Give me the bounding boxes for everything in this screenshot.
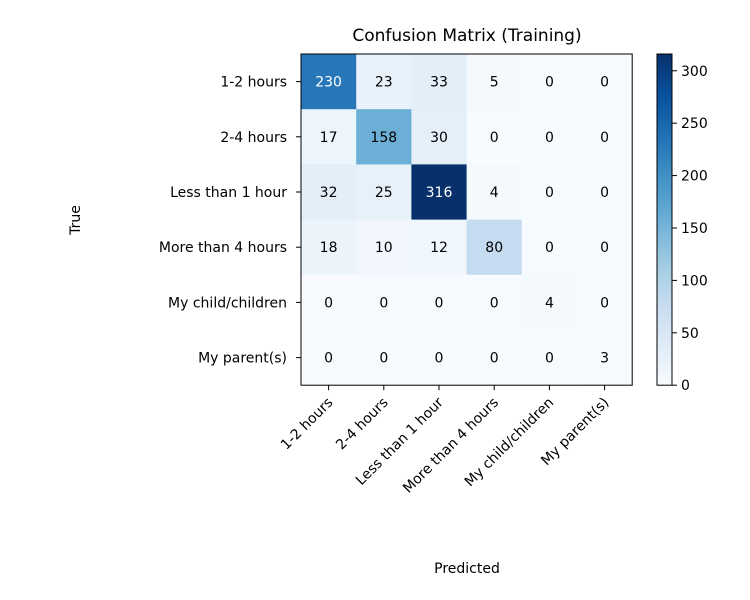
cell-value-label: 0 xyxy=(324,295,333,311)
heatmap-cell xyxy=(577,164,633,221)
heatmap-cell xyxy=(521,54,578,110)
heatmap-cell xyxy=(577,274,633,331)
cell-value-label: 18 xyxy=(320,240,338,256)
cell-value-label: 0 xyxy=(545,130,554,146)
cell-value-label: 0 xyxy=(379,295,388,311)
cell-value-label: 4 xyxy=(490,185,499,201)
y-tick-label: 2-4 hours xyxy=(220,130,287,146)
y-tick-label: Less than 1 hour xyxy=(170,185,287,201)
heatmap-cell xyxy=(356,164,412,221)
cell-value-label: 0 xyxy=(600,185,609,201)
cell-value-label: 80 xyxy=(485,240,503,256)
cell-value-label: 0 xyxy=(490,351,499,367)
heatmap-cell xyxy=(466,330,523,386)
cell-value-label: 0 xyxy=(435,295,444,311)
cell-value-label: 5 xyxy=(490,75,499,91)
heatmap-cell xyxy=(521,164,578,221)
cell-value-label: 25 xyxy=(375,185,393,201)
cell-value-label: 32 xyxy=(320,185,338,201)
heatmap-cell xyxy=(411,164,468,221)
cell-value-label: 0 xyxy=(545,185,554,201)
heatmap-cell xyxy=(577,219,633,276)
cell-value-label: 0 xyxy=(600,240,609,256)
chart-title: Confusion Matrix (Training) xyxy=(352,26,581,46)
heatmap-cell xyxy=(301,54,357,110)
cell-value-label: 158 xyxy=(370,130,397,146)
y-tick-label: My child/children xyxy=(168,295,287,311)
cell-value-label: 0 xyxy=(600,130,609,146)
cell-value-label: 10 xyxy=(375,240,393,256)
cell-value-label: 0 xyxy=(490,130,499,146)
heatmap-cell xyxy=(521,219,578,276)
heatmap-cell xyxy=(521,274,578,331)
x-axis-label: Predicted xyxy=(434,561,500,577)
heatmap-cell xyxy=(411,54,468,110)
heatmap-cell xyxy=(356,109,412,165)
colorbar-tick-label: 200 xyxy=(681,169,708,185)
cell-value-label: 0 xyxy=(600,75,609,91)
colorbar-tick-label: 0 xyxy=(681,378,690,394)
heatmap-cell xyxy=(301,330,357,386)
cell-value-label: 0 xyxy=(545,75,554,91)
heatmap-cell xyxy=(356,330,412,386)
heatmap-cell xyxy=(411,219,468,276)
heatmap-cell xyxy=(521,109,578,165)
heatmap-cell xyxy=(356,54,412,110)
cell-value-label: 0 xyxy=(490,295,499,311)
x-tick-label: More than 4 hours xyxy=(400,395,502,497)
heatmap-cell xyxy=(466,109,523,165)
colorbar-ticks: 0 50 100 150 200 250 300 xyxy=(672,64,708,394)
heatmap-cell xyxy=(466,274,523,331)
heatmap-cell xyxy=(577,54,633,110)
cell-value-label: 230 xyxy=(315,75,342,91)
heatmap-cells: 230 23 33 5 0 017 158 30 0 0 032 25 316 4 0 018 10 12 80 0 0… xyxy=(301,54,633,386)
cell-value-label: 0 xyxy=(545,351,554,367)
y-axis-ticks: 1-2 hours 2-4 hours Less than 1 hour More t… xyxy=(159,75,301,367)
y-tick-label: More than 4 hours xyxy=(159,240,287,256)
colorbar-tick-label: 150 xyxy=(681,221,708,237)
cell-value-label: 0 xyxy=(324,351,333,367)
cell-value-label: 3 xyxy=(600,351,609,367)
cell-value-label: 0 xyxy=(379,351,388,367)
cell-value-label: 12 xyxy=(430,240,448,256)
heatmap-cell xyxy=(411,330,468,386)
heatmap-cell xyxy=(301,219,357,276)
y-tick-label: My parent(s) xyxy=(198,351,287,367)
y-tick-label: 1-2 hours xyxy=(220,75,287,91)
y-axis-label: True xyxy=(68,205,84,236)
cell-value-label: 33 xyxy=(430,75,448,91)
heatmap-cell xyxy=(356,219,412,276)
heatmap-cell xyxy=(521,330,578,386)
heatmap-cell xyxy=(301,109,357,165)
heatmap-cell xyxy=(466,164,523,221)
heatmap-cell xyxy=(356,274,412,331)
heatmap-cell xyxy=(466,54,523,110)
cell-value-label: 23 xyxy=(375,75,393,91)
colorbar xyxy=(656,53,673,386)
cell-value-label: 30 xyxy=(430,130,448,146)
colorbar-tick-label: 300 xyxy=(681,64,708,80)
cell-value-label: 0 xyxy=(600,295,609,311)
plot-frame xyxy=(300,53,633,386)
cell-value-label: 0 xyxy=(545,240,554,256)
colorbar-tick-label: 50 xyxy=(681,326,699,342)
heatmap-cell xyxy=(577,109,633,165)
heatmap-cell xyxy=(301,274,357,331)
heatmap-cell xyxy=(301,164,357,221)
colorbar-tick-label: 100 xyxy=(681,273,708,289)
heatmap-cell xyxy=(411,274,468,331)
heatmap-cell xyxy=(577,330,633,386)
heatmap-cell xyxy=(411,109,468,165)
x-tick-label: 2-4 hours xyxy=(333,395,391,453)
x-tick-label: 1-2 hours xyxy=(278,395,336,453)
colorbar-tick-label: 250 xyxy=(681,116,708,132)
cell-value-label: 17 xyxy=(320,130,338,146)
cell-value-label: 0 xyxy=(435,351,444,367)
heatmap-cell xyxy=(466,219,523,276)
cell-value-label: 4 xyxy=(545,295,554,311)
cell-value-label: 316 xyxy=(426,185,453,201)
